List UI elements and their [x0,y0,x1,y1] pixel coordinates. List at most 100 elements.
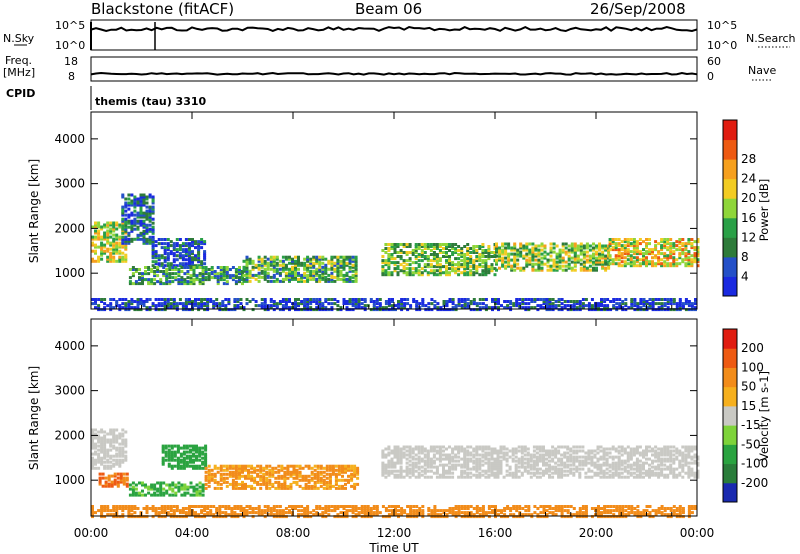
echo-cell [141,274,144,278]
echo-cell [207,272,211,276]
echo-cell [481,255,485,258]
echo-cell [245,511,249,515]
echo-cell [454,271,458,275]
echo-cell [106,513,110,517]
echo-cell [381,271,385,275]
echo-cell [130,219,134,223]
echo-cell [130,515,134,519]
echo-cell [142,515,146,519]
echo-cell [292,472,296,476]
echo-cell [399,469,403,473]
echo-cell [457,302,461,306]
y-tick-label: 4000 [54,132,85,146]
echo-cell [106,505,110,508]
echo-cell [487,469,491,473]
echo-cell [294,300,297,303]
echo-cell [325,472,329,476]
echo-cell [499,445,503,449]
echo-cell [606,304,610,308]
echo-cell [150,270,154,273]
echo-cell [454,251,458,254]
echo-cell [363,298,367,301]
echo-cell [106,233,110,237]
echo-cell [657,298,661,301]
echo-cell [633,298,637,301]
echo-cell [569,471,573,475]
echo-cell [696,252,700,256]
echo-cell [605,453,609,457]
echo-cell [156,481,160,485]
echo-cell [630,300,634,303]
echo-cell [324,271,328,275]
echo-cell [518,302,522,306]
echo-cell [460,251,464,254]
echo-cell [475,308,479,312]
echo-cell [91,430,94,434]
echo-cell [100,253,104,257]
echo-cell [576,248,580,252]
echo-cell [484,469,488,473]
echo-cell [275,279,279,283]
echo-cell [250,474,254,478]
echo-cell [251,259,255,263]
echo-cell [184,507,188,510]
echo-cell [454,455,458,459]
echo-cell [498,258,501,262]
echo-cell [284,273,288,277]
echo-cell [499,467,503,471]
echo-cell [216,466,220,470]
echo-cell [687,475,691,479]
echo-cell [540,244,544,248]
echo-cell [582,262,586,266]
echo-cell [313,472,317,476]
echo-cell [184,242,188,246]
echo-cell [98,476,102,480]
echo-cell [536,304,540,308]
echo-cell [642,451,645,455]
echo-cell [192,268,196,271]
echo-cell [481,251,485,254]
echo-cell [672,467,676,471]
echo-cell [512,302,516,306]
echo-cell [91,458,94,462]
echo-cell [595,262,598,266]
echo-cell [130,211,134,215]
echo-cell [204,448,208,452]
echo-cell [526,469,530,473]
echo-cell [501,248,505,252]
echo-cell [399,249,403,252]
echo-cell [201,489,205,493]
echo-cell [91,507,94,510]
echo-cell [411,457,415,461]
echo-cell [289,486,293,490]
echo-cell [198,493,202,497]
echo-cell [481,261,485,265]
echo-cell [445,251,448,254]
echo-cell [334,468,338,472]
echo-cell [560,469,564,473]
echo-cell [687,451,691,455]
echo-cell [576,244,580,248]
echo-cell [268,480,272,484]
echo-cell [666,453,670,457]
echo-cell [463,475,467,479]
echo-cell [127,215,131,219]
echo-cell [183,280,187,284]
echo-cell [336,261,340,265]
echo-cell [552,242,556,246]
echo-cell [331,472,335,476]
echo-cell [316,472,320,476]
echo-cell [200,264,204,268]
echo-cell [304,464,308,468]
echo-cell [569,463,573,467]
echo-cell [645,238,648,241]
echo-cell [696,463,700,467]
echo-cell [435,245,439,248]
echo-cell [457,253,461,256]
echo-cell [623,475,627,479]
echo-cell [481,245,485,248]
echo-cell [303,271,307,275]
echo-cell [435,263,439,267]
echo-cell [442,457,445,461]
echo-cell [219,278,223,282]
